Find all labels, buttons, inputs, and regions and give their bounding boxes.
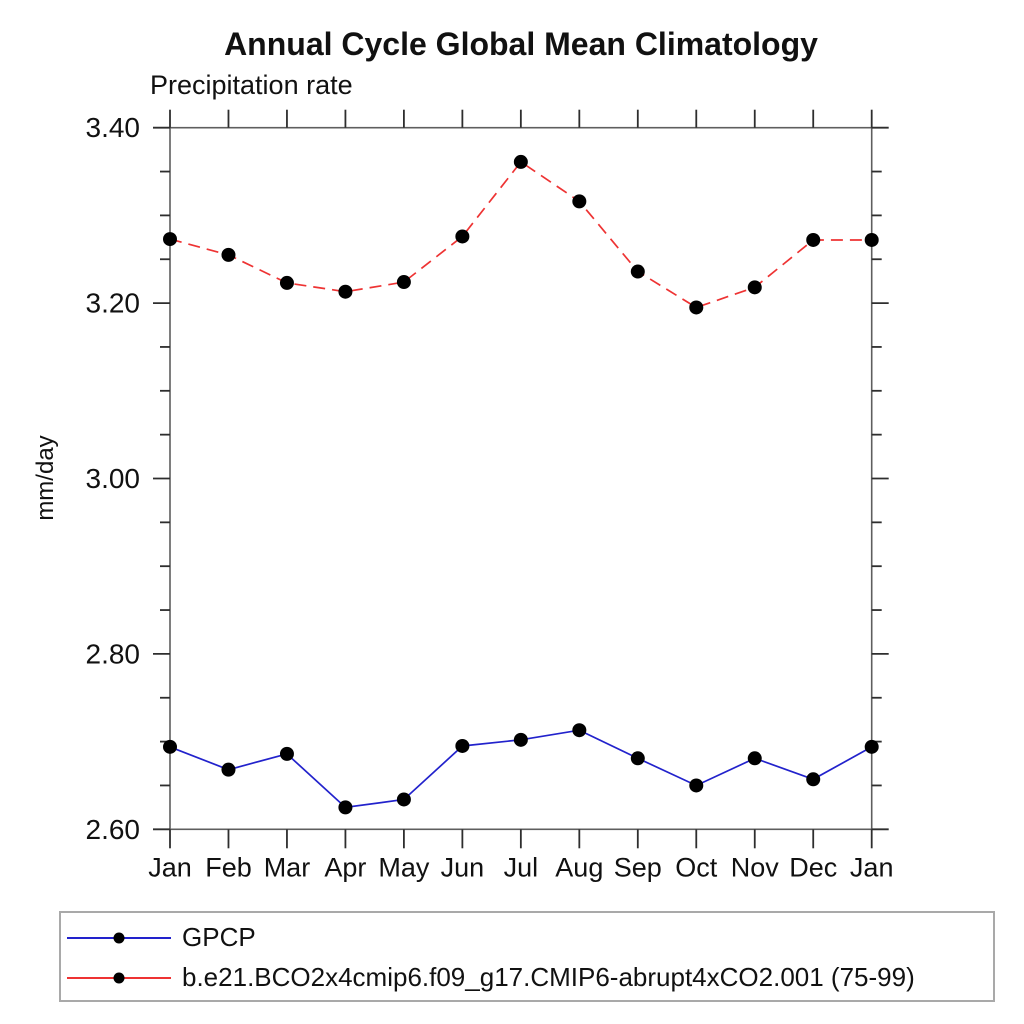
- data-point: [513, 732, 528, 747]
- data-point: [455, 229, 470, 244]
- data-point: [396, 275, 411, 290]
- x-tick-label: Jan: [850, 852, 894, 882]
- data-point: [630, 264, 645, 279]
- x-tick-label: Nov: [731, 852, 780, 882]
- x-tick-label: Mar: [264, 852, 311, 882]
- y-tick-label: 3.00: [86, 463, 141, 494]
- data-point: [747, 751, 762, 766]
- chart-title: Annual Cycle Global Mean Climatology: [224, 26, 818, 62]
- data-point: [396, 792, 411, 807]
- data-point-markers: [163, 154, 879, 815]
- x-tick-label: Sep: [614, 852, 662, 882]
- legend-marker-icon: [113, 932, 125, 943]
- data-point: [572, 194, 587, 209]
- legend-label-gpcp: GPCP: [182, 922, 256, 952]
- legend-swatch-gpcp: [67, 932, 171, 943]
- legend-item-model: b.e21.BCO2x4cmip6.f09_g17.CMIP6-abrupt4x…: [67, 958, 993, 998]
- series-line-1: [169, 160, 872, 309]
- data-point: [338, 284, 353, 299]
- x-tick-label: Feb: [205, 852, 252, 882]
- chart-subtitle: Precipitation rate: [150, 70, 353, 100]
- data-point: [864, 232, 879, 247]
- data-point: [455, 738, 470, 753]
- data-point: [806, 232, 821, 247]
- data-point: [572, 723, 587, 738]
- x-tick-label: Oct: [675, 852, 718, 882]
- data-point: [630, 751, 645, 766]
- legend-label-model: b.e21.BCO2x4cmip6.f09_g17.CMIP6-abrupt4x…: [182, 962, 915, 992]
- axis-tick-labels: Jan Feb Mar Apr May Jun Jul Aug Sep Oct Nov Dec Jan2…: [86, 112, 894, 882]
- x-tick-label: Aug: [555, 852, 603, 882]
- data-point: [338, 800, 353, 815]
- y-tick-label: 2.80: [86, 638, 141, 669]
- data-point: [221, 762, 236, 777]
- plot-border: [169, 126, 873, 831]
- legend: GPCP b.e21.BCO2x4cmip6.f09_g17.CMIP6-abr…: [59, 911, 995, 1002]
- data-point: [163, 232, 177, 247]
- x-tick-label: Jan: [148, 852, 192, 882]
- axis-ticks: [153, 109, 889, 849]
- data-point: [221, 247, 236, 262]
- legend-swatch-model: [67, 972, 171, 983]
- legend-item-gpcp: GPCP: [67, 918, 993, 958]
- data-point: [163, 739, 177, 754]
- data-point: [279, 275, 294, 290]
- legend-marker-icon: [113, 972, 125, 983]
- y-tick-label: 3.40: [86, 112, 141, 143]
- x-tick-label: May: [378, 852, 430, 882]
- data-point: [864, 739, 879, 754]
- x-tick-label: Apr: [324, 852, 366, 882]
- data-point: [513, 154, 528, 169]
- data-point: [689, 778, 704, 793]
- y-tick-label: 3.20: [86, 288, 141, 319]
- data-point: [747, 280, 762, 295]
- plot-frame: [169, 126, 873, 831]
- data-point: [279, 746, 294, 761]
- data-point: [806, 772, 821, 787]
- y-tick-label: 2.60: [86, 814, 141, 845]
- data-point: [689, 300, 704, 315]
- x-tick-label: Jun: [441, 852, 485, 882]
- series-lines: [169, 160, 873, 809]
- x-tick-label: Jul: [504, 852, 539, 882]
- x-tick-label: Dec: [789, 852, 837, 882]
